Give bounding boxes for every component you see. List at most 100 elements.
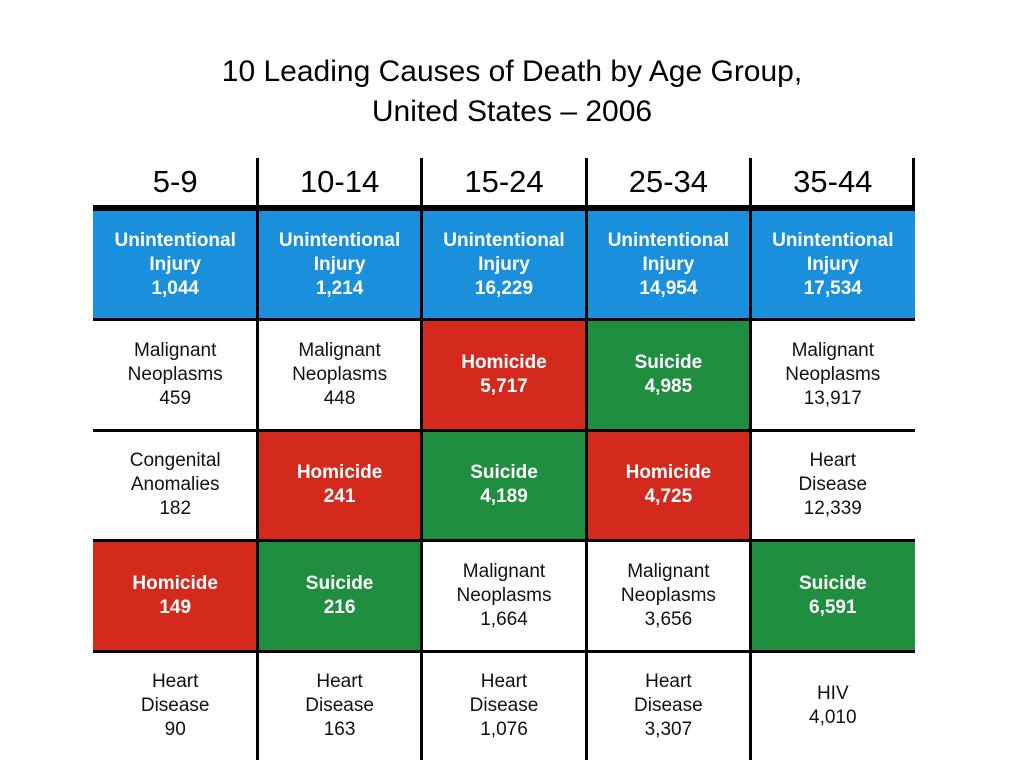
cause-name: Suicide (799, 572, 867, 594)
header-divider (912, 158, 915, 205)
cause-cell: Homicide 5,717 (421, 321, 587, 429)
cause-name: Malignant (462, 560, 546, 582)
cause-name: Disease (305, 695, 374, 717)
cause-cell: Heart Disease 1,076 (421, 652, 587, 760)
cause-name: Injury (642, 253, 695, 275)
header-divider (420, 158, 424, 205)
cause-name: Malignant (134, 340, 217, 362)
death-count: 1,076 (480, 719, 528, 741)
death-count: 182 (159, 498, 192, 520)
death-count: 3,307 (644, 719, 693, 741)
cause-cell: Malignant Neoplasms 13,917 (750, 321, 915, 429)
title-line-2: United States – 2006 (371, 95, 653, 128)
row-divider (93, 428, 915, 432)
cause-cell: Heart Disease 3,307 (586, 652, 751, 760)
death-count: 5,717 (480, 376, 528, 398)
title-line-1: 10 Leading Causes of Death by Age Group, (221, 55, 803, 88)
cause-name: Malignant (791, 340, 874, 362)
cause-cell: Malignant Neoplasms 459 (93, 321, 258, 429)
cause-name: Unintentional (772, 229, 894, 251)
column-header: 25-34 (586, 158, 751, 205)
cause-name: Neoplasms (620, 584, 716, 606)
cause-name: Unintentional (114, 229, 236, 251)
cause-name: Heart (645, 671, 692, 693)
cause-name: Homicide (625, 462, 712, 484)
cause-name: Suicide (470, 462, 538, 484)
cause-name: Homicide (132, 572, 218, 594)
cause-name: Congenital (129, 450, 221, 472)
death-count: 12,339 (803, 498, 862, 520)
cause-name: Unintentional (443, 229, 565, 251)
cause-name: Injury (478, 253, 530, 275)
cause-name: Neoplasms (127, 364, 223, 386)
cause-cell: Homicide 149 (93, 542, 258, 650)
cause-name: Unintentional (607, 229, 730, 251)
death-count: 90 (164, 719, 186, 741)
cause-name: Unintentional (278, 229, 401, 251)
death-count: 14,954 (639, 277, 698, 299)
death-count: 13,917 (803, 388, 862, 410)
cause-cell: Suicide 216 (257, 542, 422, 650)
cause-name: Suicide (305, 572, 374, 594)
death-count: 4,010 (809, 707, 857, 729)
cause-cell: Suicide 6,591 (750, 542, 915, 650)
cause-name: Homicide (296, 462, 383, 484)
column-header: 35-44 (750, 158, 915, 205)
death-count: 216 (323, 596, 356, 618)
cause-cell: Malignant Neoplasms 1,664 (421, 542, 587, 650)
header-divider (749, 158, 753, 205)
cause-name: Malignant (627, 560, 710, 582)
cause-cell: Malignant Neoplasms 3,656 (586, 542, 751, 650)
cause-name: Heart (316, 671, 363, 693)
death-count: 149 (159, 596, 192, 618)
cause-name: Neoplasms (456, 584, 552, 606)
column-divider (420, 211, 424, 760)
cause-cell: Heart Disease 12,339 (750, 431, 915, 540)
cause-cell: Suicide 4,189 (421, 431, 587, 540)
death-count: 4,189 (480, 486, 528, 508)
death-count: 1,214 (315, 277, 364, 299)
cause-cell: Homicide 241 (257, 431, 422, 540)
cause-name: Anomalies (130, 474, 220, 496)
cause-name: Injury (806, 253, 859, 275)
cause-name: Disease (140, 695, 210, 717)
cause-cell: Malignant Neoplasms 448 (257, 321, 422, 429)
cause-name: Neoplasms (292, 364, 388, 386)
header-rule (93, 205, 915, 211)
column-header: 5-9 (93, 158, 258, 205)
death-count: 16,229 (474, 277, 534, 299)
column-header: 15-24 (421, 158, 587, 205)
death-count: 163 (323, 719, 356, 741)
cause-name: Disease (798, 474, 868, 496)
cause-name: Suicide (634, 352, 703, 374)
cause-cell: Unintentional Injury 1,044 (93, 211, 258, 319)
cause-cell: Unintentional Injury 17,534 (750, 211, 915, 319)
cause-cell: Heart Disease 90 (93, 652, 258, 760)
cause-cell: Homicide 4,725 (586, 431, 751, 540)
cause-name: Neoplasms (785, 364, 881, 386)
cause-cell: Suicide 4,985 (586, 321, 751, 429)
causes-of-death-table: 5-9 10-14 15-24 25-34 35-44 Unintentional Inju… (93, 158, 915, 760)
death-count: 241 (323, 486, 356, 508)
cause-cell: HIV 4,010 (750, 652, 915, 760)
death-count: 448 (323, 388, 356, 410)
cause-name: Injury (149, 253, 202, 275)
death-count: 17,534 (803, 277, 862, 299)
header-divider (584, 158, 588, 205)
cause-cell: Unintentional Injury 14,954 (586, 211, 751, 319)
death-count: 3,656 (644, 608, 693, 630)
cause-name: Injury (313, 253, 366, 275)
column-divider (255, 211, 259, 760)
death-count: 4,985 (644, 376, 693, 398)
death-count: 1,664 (480, 608, 528, 630)
row-divider (93, 649, 915, 653)
column-header: 10-14 (257, 158, 422, 205)
death-count: 1,044 (151, 277, 199, 299)
cause-name: Heart (151, 671, 199, 693)
cause-cell: Congenital Anomalies 182 (93, 431, 258, 540)
column-divider (584, 211, 588, 760)
cause-name: Disease (634, 695, 703, 717)
cause-cell: Unintentional Injury 16,229 (421, 211, 587, 319)
chart-title: 10 Leading Causes of Death by Age Group,… (0, 52, 1024, 132)
